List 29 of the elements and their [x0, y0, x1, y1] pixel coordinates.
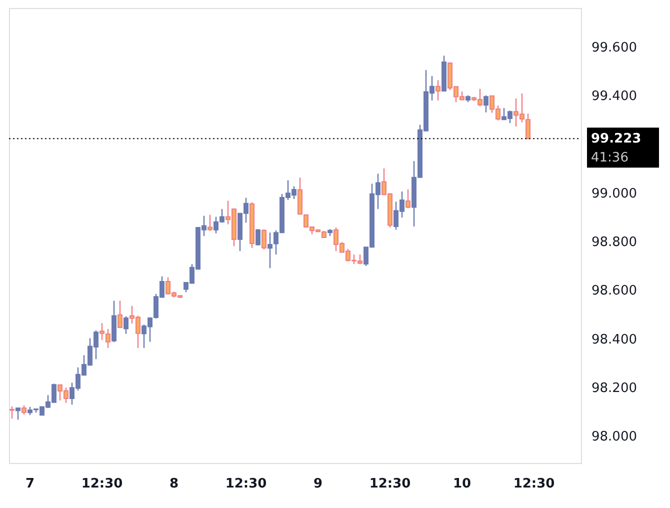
candlestick — [256, 228, 260, 246]
y-tick-label: 99.400 — [592, 89, 637, 104]
candlestick — [16, 407, 20, 420]
y-tick-label: 98.000 — [592, 430, 637, 445]
x-tick-label: 12:30 — [225, 476, 267, 492]
ref-line-label: 99.223 — [591, 132, 642, 147]
y-tick-label: 98.600 — [592, 284, 637, 299]
candlestick — [118, 300, 122, 328]
x-tick-label: 12:30 — [513, 476, 555, 492]
candlestick — [124, 316, 128, 334]
x-tick-label: 12:30 — [81, 476, 123, 492]
text: 41:36 — [591, 150, 628, 166]
x-tick-label: 9 — [313, 476, 323, 492]
y-tick-label: 98.800 — [592, 235, 637, 250]
candlestick — [10, 406, 14, 420]
candlestick — [22, 404, 26, 416]
y-tick-label: 98.400 — [592, 332, 637, 348]
y-tick-label: 99.600 — [592, 40, 637, 56]
candlestick — [406, 188, 410, 209]
x-tick-label: 8 — [169, 476, 179, 492]
x-tick-label: 7 — [25, 476, 35, 492]
candlestick — [208, 214, 212, 232]
x-tick-label: 10 — [452, 476, 472, 492]
candlestick — [262, 228, 266, 250]
y-tick-label: 99.000 — [592, 186, 637, 202]
y-tick-label: 98.200 — [592, 381, 637, 396]
x-tick-label: 12:30 — [369, 476, 411, 492]
candlestick — [436, 80, 440, 102]
candlestick — [484, 94, 488, 113]
